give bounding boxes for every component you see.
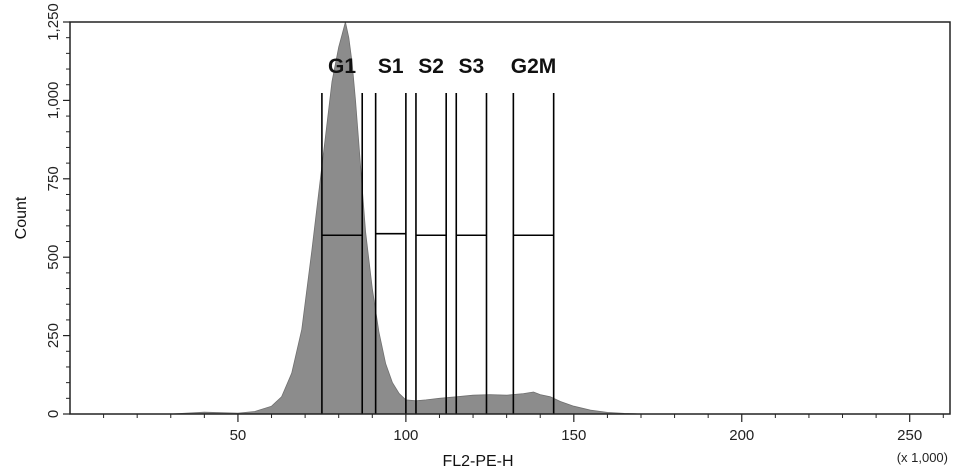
x-tick-label: 200 bbox=[729, 427, 754, 444]
y-tick-label: 1,000 bbox=[45, 82, 62, 120]
x-axis-title: FL2-PE-H bbox=[442, 453, 513, 470]
x-tick-label: 50 bbox=[230, 427, 247, 444]
x-tick-label: 250 bbox=[897, 427, 922, 444]
y-tick-label: 1,250 bbox=[45, 3, 62, 41]
gate-g1-label: G1 bbox=[328, 55, 356, 78]
gate-s2-label: S2 bbox=[418, 55, 444, 78]
y-tick-label: 250 bbox=[45, 323, 62, 348]
x-tick-label: 100 bbox=[393, 427, 418, 444]
gate-s3-label: S3 bbox=[459, 55, 485, 78]
x-tick-label: 150 bbox=[561, 427, 586, 444]
gate-s1-label: S1 bbox=[378, 55, 404, 78]
y-tick-label: 500 bbox=[45, 245, 62, 270]
y-axis-ticks: 0 250 500 750 1,000 1,250 bbox=[45, 3, 70, 418]
gate-g2m-label: G2M bbox=[511, 55, 557, 78]
plot-frame bbox=[69, 21, 951, 415]
histogram-area bbox=[170, 21, 950, 415]
y-tick-label: 750 bbox=[45, 166, 62, 191]
x-axis-multiplier: (x 1,000) bbox=[897, 450, 948, 465]
x-axis-ticks: 50 100 150 200 250 bbox=[103, 414, 944, 444]
y-axis-title: Count bbox=[13, 196, 30, 239]
y-tick-label: 0 bbox=[45, 410, 62, 418]
gate-markers: G1 S1 S2 S3 G2M bbox=[321, 55, 557, 414]
